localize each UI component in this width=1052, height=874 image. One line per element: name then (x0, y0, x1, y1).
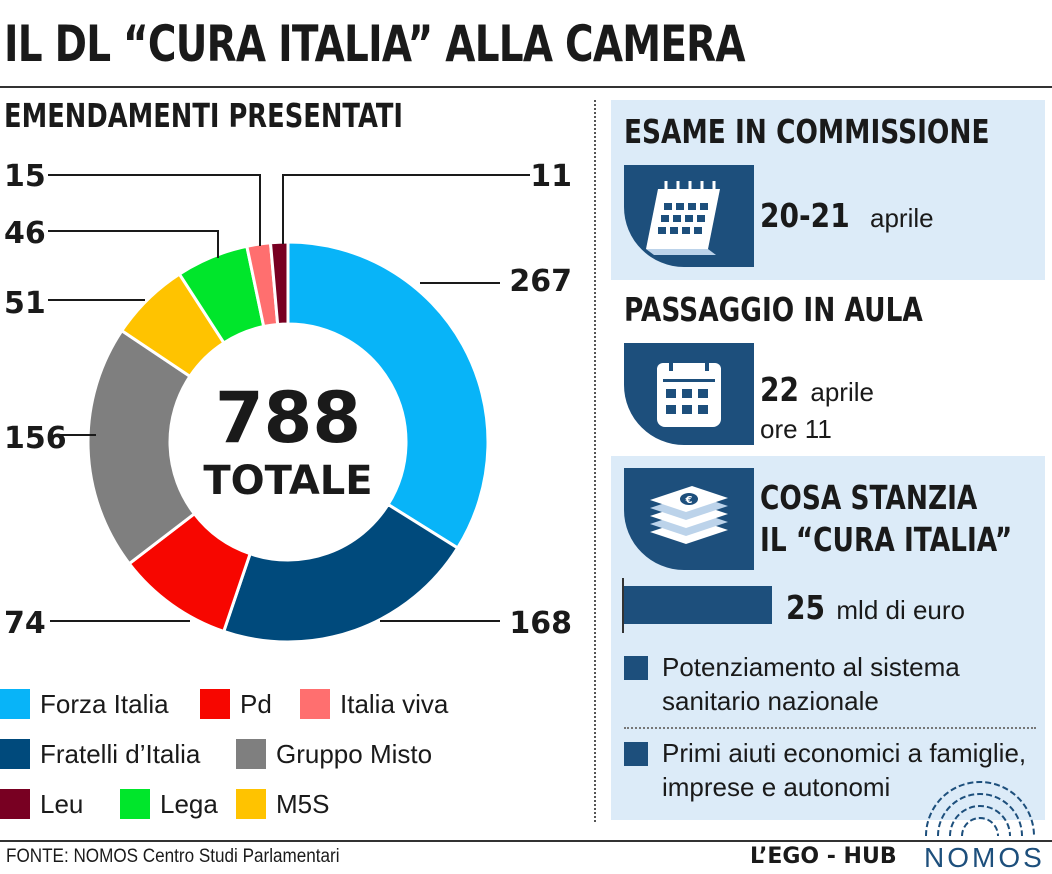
legend-swatch (120, 789, 150, 819)
esame-date: 20-21 aprile (760, 196, 934, 235)
slice-gruppo-misto (86, 328, 197, 566)
legend-label: Italia viva (340, 688, 449, 719)
main-title: IL DL “CURA ITALIA” ALLA CAMERA (4, 15, 746, 73)
stanzia-title-line2: IL “CURA ITALIA” (760, 520, 1013, 559)
bullet-separator (624, 727, 1036, 729)
legend-swatch (200, 689, 230, 719)
budget-amount: 25 mld di euro (786, 588, 965, 627)
leader-line-lega (48, 230, 219, 258)
donut-chart: 267 168 74 156 51 46 15 11 788 TOTALE (4, 159, 572, 644)
legend-item-italia-viva: Italia viva (300, 685, 448, 723)
publisher-credit: L’EGO - HUB (750, 844, 897, 869)
legend-label: Pd (240, 688, 272, 719)
legend-label: Fratelli d’Italia (40, 738, 201, 769)
data-label-italia-viva: 15 (4, 159, 46, 194)
data-label-fratelli-d-italia: 168 (509, 606, 572, 641)
bullet-text-aiuti: Primi aiuti economici a famiglie, impres… (662, 738, 1027, 802)
title-divider (0, 86, 1052, 88)
data-label-pd: 74 (4, 606, 46, 641)
budget-amount-value: 25 (786, 588, 826, 627)
legend-item-m5s: M5S (236, 785, 329, 823)
nomos-logo-icon (925, 781, 1035, 837)
aula-month: aprile (810, 377, 874, 407)
legend-label: Lega (160, 788, 218, 819)
budget-unit: mld di euro (836, 595, 966, 625)
chart-subtitle: EMENDAMENTI PRESENTATI (4, 96, 404, 135)
bullet-square (624, 742, 648, 766)
aula-title: PASSAGGIO IN AULA (624, 290, 923, 329)
legend-swatch (0, 689, 30, 719)
donut-slices (86, 240, 490, 644)
money-stack-icon: € (624, 468, 754, 570)
leader-line-italia-viva (48, 174, 261, 246)
legend-label: M5S (276, 788, 330, 819)
legend-swatch (236, 789, 266, 819)
aula-date-value: 22 (760, 370, 800, 409)
legend-item-fratelli-d-italia: Fratelli d’Italia (0, 735, 200, 773)
slice-leu (268, 240, 290, 327)
nomos-logo-text: NOMOS (924, 842, 1045, 873)
column-divider (594, 100, 596, 822)
aula-time: ore 11 (760, 414, 832, 444)
data-label-leu: 11 (530, 159, 572, 194)
esame-month: aprile (870, 203, 934, 233)
legend-label: Leu (40, 788, 84, 819)
leader-lines (48, 174, 530, 622)
legend-label: Forza Italia (40, 688, 169, 719)
data-label-m5s: 51 (4, 286, 46, 321)
legend-item-pd: Pd (200, 685, 272, 723)
bullet-square (624, 656, 648, 680)
data-label-forza-italia: 267 (509, 264, 572, 299)
slice-forza-italia (286, 240, 490, 550)
legend-item-forza-italia: Forza Italia (0, 685, 169, 723)
budget-axis (622, 578, 624, 633)
legend-swatch (300, 689, 330, 719)
data-labels: 267 168 74 156 51 46 15 11 (4, 159, 572, 641)
slice-fratelli-d-italia (221, 502, 460, 644)
svg-text:€: € (685, 495, 693, 506)
aula-date: 22 aprile (760, 370, 874, 409)
desk-calendar-icon (624, 165, 754, 267)
footer-divider (0, 840, 1052, 842)
legend-item-lega: Lega (120, 785, 218, 823)
leader-line-leu (282, 174, 530, 244)
stanzia-title-line1: COSA STANZIA (760, 478, 978, 517)
data-label-gruppo-misto: 156 (4, 421, 67, 456)
esame-date-value: 20-21 (760, 196, 850, 235)
bullet-text-sanita: Potenziamento al sistema sanitario nazio… (662, 652, 960, 716)
chart-legend: Forza Italia Pd Italia viva Fratelli d’Ital… (0, 685, 590, 835)
budget-bar (624, 586, 772, 624)
center-total-label: TOTALE (203, 458, 372, 504)
calendar-icon (624, 343, 754, 445)
legend-item-leu: Leu (0, 785, 83, 823)
data-label-lega: 46 (4, 216, 46, 251)
center-total-value: 788 (215, 377, 361, 459)
legend-swatch (0, 789, 30, 819)
legend-label: Gruppo Misto (276, 738, 433, 769)
esame-title: ESAME IN COMMISSIONE (624, 112, 990, 151)
legend-swatch (236, 739, 266, 769)
legend-item-gruppo-misto: Gruppo Misto (236, 735, 432, 773)
legend-swatch (0, 739, 30, 769)
source-note: FONTE: NOMOS Centro Studi Parlamentari (6, 846, 340, 867)
